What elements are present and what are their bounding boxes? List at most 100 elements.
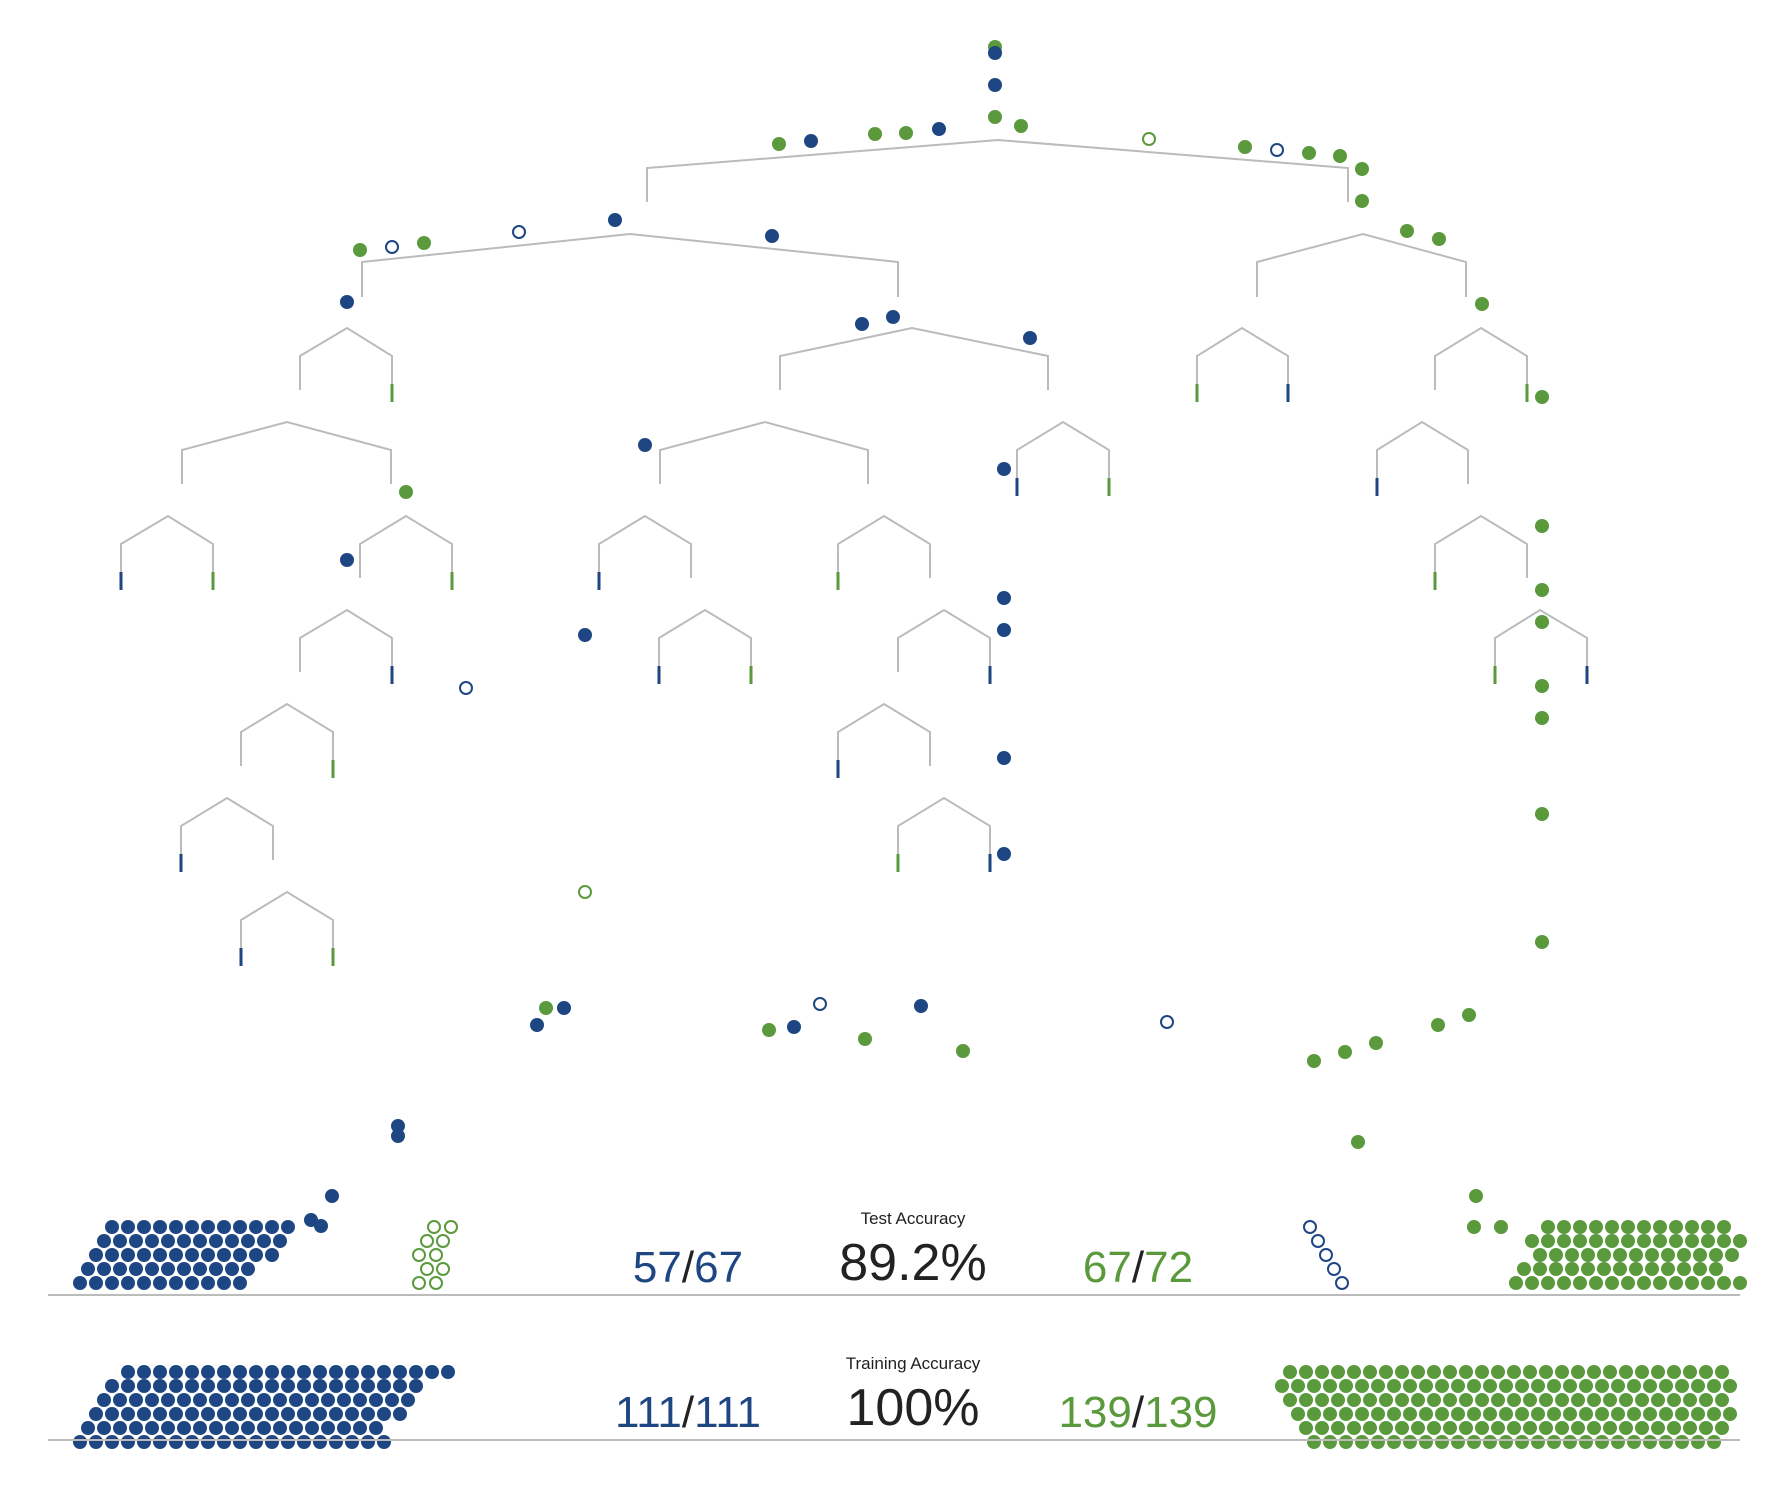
blue-pile-point: [217, 1220, 231, 1234]
green-pile-point: [1573, 1220, 1587, 1234]
blue-pile-point: [153, 1407, 167, 1421]
test-green-correct: 67: [1083, 1243, 1132, 1292]
green-pile-point: [1541, 1220, 1555, 1234]
blue-pile-point: [89, 1248, 103, 1262]
green-point: [1355, 194, 1369, 208]
blue-pile-point: [121, 1248, 135, 1262]
blue-pile-point: [113, 1262, 127, 1276]
green-pile-point: [1581, 1248, 1595, 1262]
point-piles: [73, 1220, 1747, 1449]
green-pile-point: [1387, 1379, 1401, 1393]
blue-pile-point: [153, 1248, 167, 1262]
green-pile-point: [1709, 1262, 1723, 1276]
green-pile-point: [1733, 1276, 1747, 1290]
green-pile-point: [1717, 1220, 1731, 1234]
blue-pile-point: [401, 1393, 415, 1407]
green-pile-point: [1587, 1365, 1601, 1379]
green-pile-point: [1659, 1407, 1673, 1421]
green-pile-point: [1725, 1248, 1739, 1262]
green-point: [1369, 1036, 1383, 1050]
blue-pile-point: [321, 1421, 335, 1435]
tree-branch: [240, 702, 334, 766]
green-pile-point: [1621, 1276, 1635, 1290]
green-pile-point: [1435, 1435, 1449, 1449]
tree-branch: [1016, 420, 1110, 484]
green-pile-point: [1307, 1407, 1321, 1421]
green-pile-point: [1347, 1421, 1361, 1435]
green-pile-point: [1565, 1262, 1579, 1276]
test-blue-separator: /: [682, 1243, 695, 1292]
green-pile-point: [1675, 1435, 1689, 1449]
green-point: [956, 1044, 970, 1058]
green-pile-point: [1315, 1365, 1329, 1379]
training-accuracy-title: Training Accuracy: [846, 1354, 981, 1373]
green-point: [1351, 1135, 1365, 1149]
green-pile-point: [1507, 1365, 1521, 1379]
blue-pile-point: [393, 1407, 407, 1421]
blue-pile-point: [361, 1435, 375, 1449]
blue-pile-point: [297, 1435, 311, 1449]
green-pile-point: [1715, 1393, 1729, 1407]
green-pile-point: [1523, 1421, 1537, 1435]
green-pile-point: [1589, 1220, 1603, 1234]
test-green-separator: /: [1132, 1243, 1145, 1292]
blue-pile-point: [217, 1248, 231, 1262]
green-pile-point: [1323, 1379, 1337, 1393]
green-pile-point: [1579, 1379, 1593, 1393]
green-pile-point: [1459, 1421, 1473, 1435]
green-pile-point: [1637, 1220, 1651, 1234]
green-pile-point: [1427, 1365, 1441, 1379]
blue-pile-point: [73, 1276, 87, 1290]
blue-pile-point: [345, 1435, 359, 1449]
green-point: [1400, 224, 1414, 238]
blue-pile-point: [161, 1234, 175, 1248]
blue-pile-point: [281, 1407, 295, 1421]
green-pile-point: [1467, 1379, 1481, 1393]
green-pile-point: [1451, 1379, 1465, 1393]
green-pile-point: [1355, 1407, 1369, 1421]
green-pile-point: [1629, 1262, 1643, 1276]
blue-pile-point: [273, 1234, 287, 1248]
green-pile-point: [1629, 1248, 1643, 1262]
green-pile-point: [1347, 1393, 1361, 1407]
green-pile-point: [1323, 1435, 1337, 1449]
green-pile-point: [1515, 1407, 1529, 1421]
misclassified-blue-pile-point: [1327, 1262, 1341, 1276]
green-pile-point: [1701, 1234, 1715, 1248]
green-pile-point: [1709, 1248, 1723, 1262]
blue-pile-point: [281, 1365, 295, 1379]
misclassified-blue-pile-point: [1319, 1248, 1333, 1262]
blue-point: [988, 46, 1002, 60]
tree-branch: [181, 420, 392, 484]
green-pile-point: [1517, 1262, 1531, 1276]
blue-pile-point: [377, 1407, 391, 1421]
test-accuracy-value: 89.2%: [839, 1234, 986, 1292]
green-pile-point: [1427, 1421, 1441, 1435]
blue-pile-point: [209, 1262, 223, 1276]
green-pile-point: [1579, 1435, 1593, 1449]
blue-pile-point: [89, 1435, 103, 1449]
green-pile-point: [1605, 1220, 1619, 1234]
blue-pile-point: [249, 1220, 263, 1234]
green-pile-point: [1539, 1421, 1553, 1435]
blue-pile-point: [177, 1421, 191, 1435]
blue-pile-point: [241, 1234, 255, 1248]
green-point: [1355, 162, 1369, 176]
green-pile-point: [1563, 1435, 1577, 1449]
green-point: [1535, 711, 1549, 725]
blue-pile-point: [105, 1220, 119, 1234]
green-pile-point: [1643, 1435, 1657, 1449]
blue-pile-point: [233, 1435, 247, 1449]
blue-pile-point: [241, 1393, 255, 1407]
green-pile-point: [1315, 1421, 1329, 1435]
blue-pile-point: [153, 1276, 167, 1290]
green-pile-point: [1605, 1234, 1619, 1248]
training-blue-separator: /: [682, 1388, 695, 1437]
green-pile-point: [1635, 1365, 1649, 1379]
green-pile-point: [1613, 1262, 1627, 1276]
green-pile-point: [1443, 1365, 1457, 1379]
tree-branch: [837, 514, 931, 578]
blue-pile-point: [73, 1435, 87, 1449]
flow-points: [304, 40, 1549, 1234]
misclassified-green-pile-point: [444, 1220, 458, 1234]
